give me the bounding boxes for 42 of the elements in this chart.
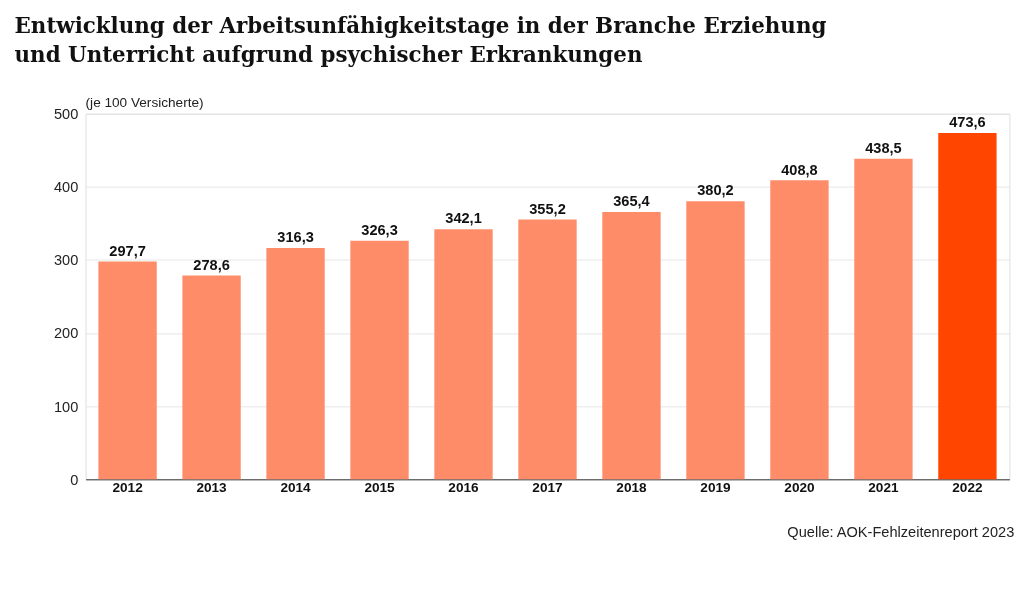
bar bbox=[518, 219, 577, 480]
bar bbox=[602, 212, 661, 480]
data-label: 278,6 bbox=[193, 256, 230, 273]
x-tick-label: 2022 bbox=[952, 480, 983, 496]
x-tick-label: 2020 bbox=[784, 480, 816, 496]
data-label: 473,6 bbox=[949, 114, 986, 131]
data-label: 326,3 bbox=[361, 221, 398, 238]
chart-title: Entwicklung der Arbeitsunfähigkeitstage in der Branche Erziehung und Unterricht aufgrund psychischer Erkrankungen bbox=[14, 12, 827, 68]
x-tick-label: 2015 bbox=[364, 480, 396, 496]
x-tick-label: 2018 bbox=[616, 480, 648, 496]
bar bbox=[350, 240, 409, 480]
x-tick-label: 2012 bbox=[112, 480, 144, 496]
x-tick-label: 2014 bbox=[280, 480, 312, 496]
y-axis-title: (je 100 Versicherte) bbox=[85, 94, 204, 110]
data-label: 380,2 bbox=[697, 182, 734, 199]
data-label: 438,5 bbox=[865, 139, 902, 156]
x-tick-label: 2013 bbox=[196, 480, 228, 496]
bar bbox=[434, 229, 493, 480]
data-label: 297,7 bbox=[109, 242, 146, 259]
x-tick-label: 2016 bbox=[448, 480, 480, 496]
bar bbox=[770, 180, 829, 480]
y-tick-label: 100 bbox=[53, 398, 79, 415]
source-note: Quelle: AOK-Fehlzeitenreport 2023 bbox=[787, 523, 1015, 540]
x-tick-label: 2019 bbox=[700, 480, 732, 496]
data-label: 355,2 bbox=[529, 200, 566, 217]
data-label: 316,3 bbox=[277, 229, 314, 246]
bar bbox=[938, 132, 997, 480]
bar bbox=[686, 201, 745, 480]
data-label: 342,1 bbox=[445, 210, 482, 227]
x-tick-label: 2017 bbox=[532, 480, 563, 496]
y-tick-label: 400 bbox=[53, 179, 79, 196]
x-tick-label: 2021 bbox=[868, 480, 899, 496]
bar bbox=[98, 261, 157, 480]
y-tick-label: 200 bbox=[53, 325, 79, 342]
bar bbox=[182, 275, 241, 480]
data-label: 408,8 bbox=[781, 161, 818, 178]
bar bbox=[854, 158, 913, 480]
bar bbox=[266, 248, 325, 480]
data-label: 365,4 bbox=[613, 193, 651, 210]
y-tick-label: 300 bbox=[53, 252, 79, 269]
y-tick-label: 0 bbox=[70, 471, 79, 488]
y-tick-label: 500 bbox=[53, 106, 79, 123]
